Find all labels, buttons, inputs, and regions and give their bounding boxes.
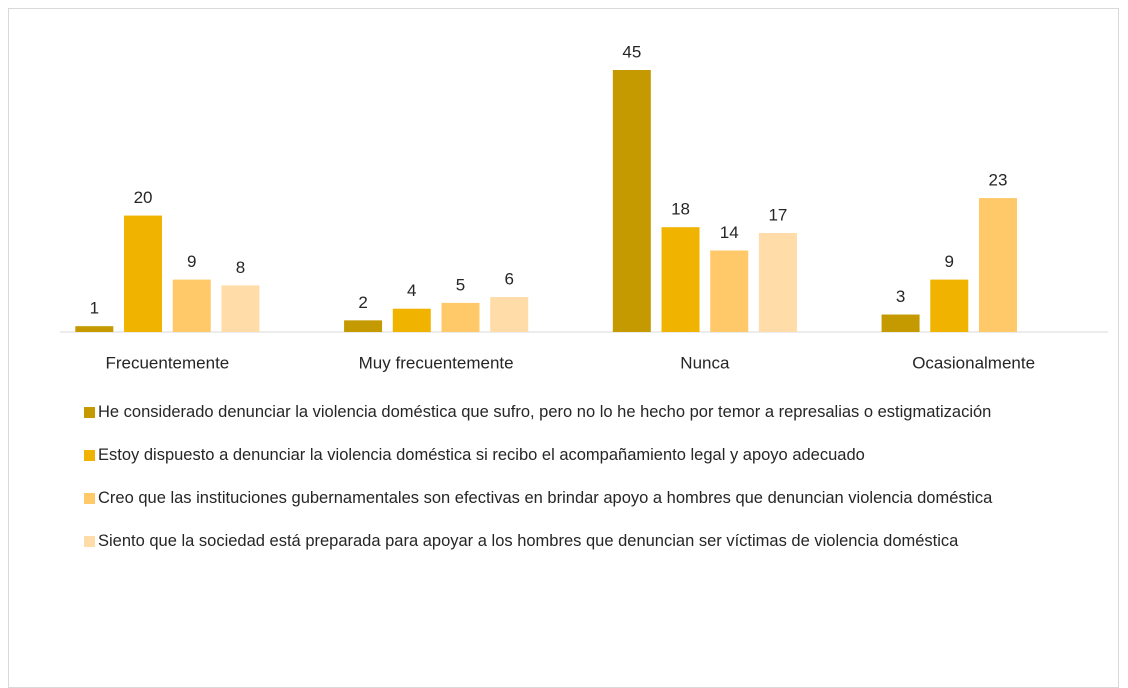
bar — [881, 314, 920, 332]
bar — [75, 326, 114, 332]
legend-label: Siento que la sociedad está preparada pa… — [98, 532, 959, 550]
value-label: 23 — [989, 171, 1008, 190]
legend-item: Creo que las instituciones gubernamental… — [84, 486, 1084, 510]
bar — [758, 233, 797, 332]
value-label: 9 — [945, 252, 954, 271]
bar — [172, 279, 211, 332]
x-tick-label: Ocasionalmente — [912, 353, 1035, 372]
x-tick-label: Nunca — [680, 353, 730, 372]
legend-item: Estoy dispuesto a denunciar la violencia… — [84, 443, 1084, 467]
bar — [930, 279, 969, 332]
value-label: 18 — [671, 200, 690, 219]
value-label: 6 — [504, 270, 513, 289]
value-label: 5 — [456, 275, 465, 294]
legend: He considerado denunciar la violencia do… — [84, 400, 1084, 572]
legend-item: He considerado denunciar la violencia do… — [84, 400, 1084, 424]
page: Frecuentemente 1 20 9 8 Muy frecuentemente 2 4 5… — [8, 8, 1119, 688]
bar — [221, 285, 260, 332]
value-label: 3 — [896, 287, 905, 306]
bar — [124, 215, 163, 332]
legend-label: Estoy dispuesto a denunciar la violencia… — [98, 446, 865, 464]
value-label: 14 — [720, 223, 739, 242]
legend-swatch — [84, 536, 95, 547]
bar — [661, 227, 700, 332]
bar — [710, 250, 749, 332]
value-label: 4 — [407, 281, 416, 300]
legend-item: Siento que la sociedad está preparada pa… — [84, 529, 1084, 553]
bar — [344, 320, 383, 332]
bar — [612, 70, 651, 332]
legend-label: He considerado denunciar la violencia do… — [98, 403, 992, 421]
bar — [441, 302, 480, 332]
value-label: 2 — [358, 293, 367, 312]
x-tick-label: Frecuentemente — [105, 353, 229, 372]
x-tick-label: Muy frecuentemente — [359, 353, 514, 372]
legend-swatch — [84, 493, 95, 504]
value-label: 45 — [622, 42, 641, 61]
value-label: 1 — [90, 299, 99, 318]
value-label: 20 — [134, 188, 153, 207]
bar — [978, 198, 1017, 332]
legend-swatch — [84, 450, 95, 461]
bar — [392, 308, 431, 332]
value-label: 9 — [187, 252, 196, 271]
legend-swatch — [84, 407, 95, 418]
value-label: 8 — [236, 258, 245, 277]
legend-label: Creo que las instituciones gubernamental… — [98, 489, 993, 507]
value-label: 17 — [768, 206, 787, 225]
bar — [490, 297, 529, 332]
